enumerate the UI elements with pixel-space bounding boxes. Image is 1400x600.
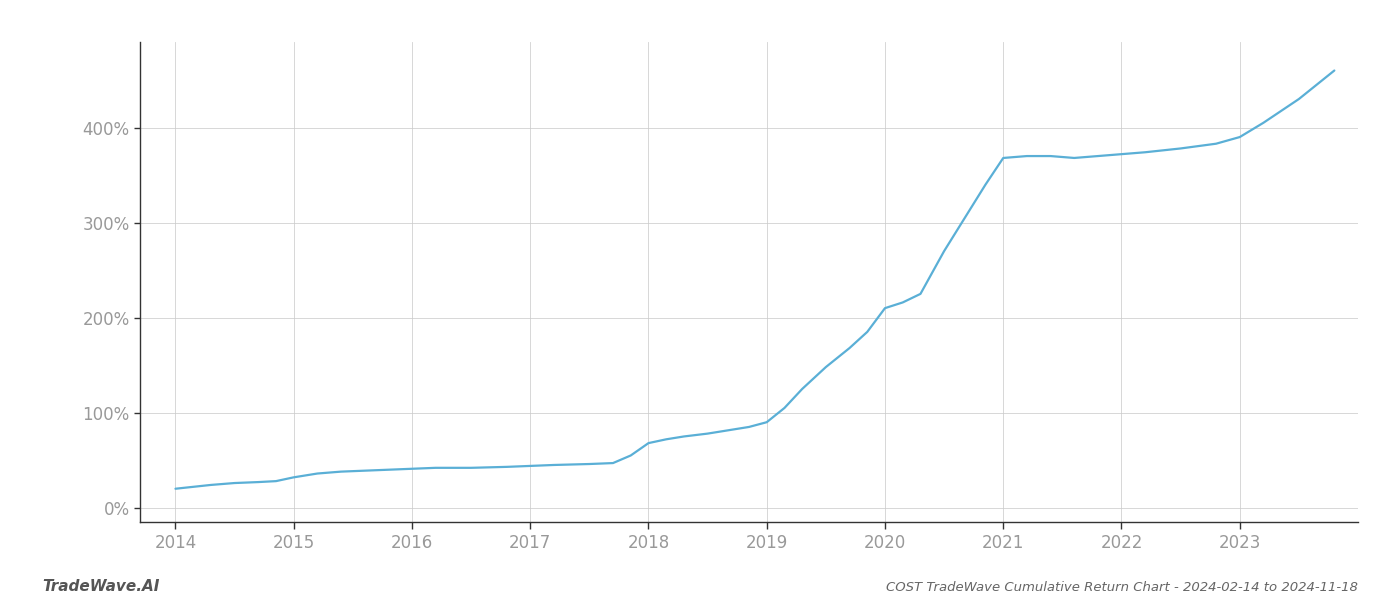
- Text: TradeWave.AI: TradeWave.AI: [42, 579, 160, 594]
- Text: COST TradeWave Cumulative Return Chart - 2024-02-14 to 2024-11-18: COST TradeWave Cumulative Return Chart -…: [886, 581, 1358, 594]
